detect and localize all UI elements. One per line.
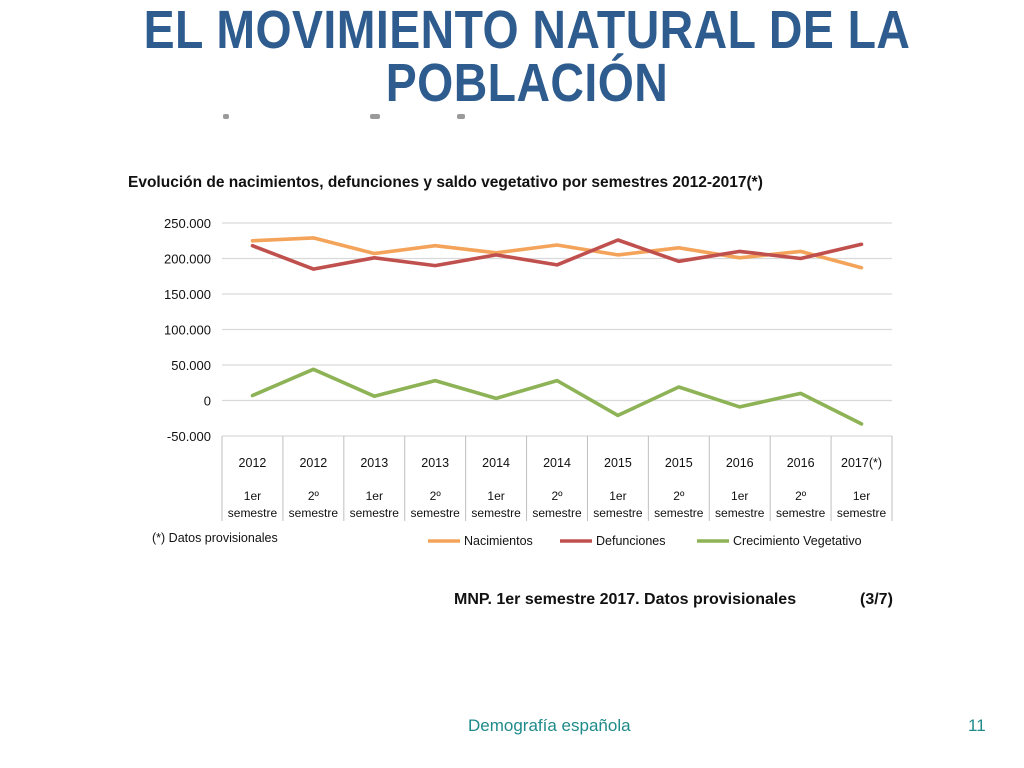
legend-label: Defunciones	[596, 534, 666, 548]
y-tick-label: 100.000	[164, 323, 211, 338]
category-semester-number: 2º	[308, 489, 320, 503]
category-label: 2016 2º semestre	[776, 456, 826, 520]
x-axis-categories: 2012 1er semestre 2012 2º semestre 2013 1er seme…	[221, 436, 893, 521]
category-semester-word: semestre	[837, 506, 887, 520]
category-year: 2015	[604, 456, 632, 470]
category-year: 2017(*)	[841, 456, 882, 470]
category-semester-number: 1er	[853, 489, 870, 503]
category-label: 2015 2º semestre	[654, 456, 704, 520]
category-label: 2017(*) 1er semestre	[837, 456, 887, 520]
y-tick-label: 150.000	[164, 287, 211, 302]
series-line-defunciones	[250, 238, 864, 271]
category-semester-number: 2º	[795, 489, 807, 503]
category-label: 2014 2º semestre	[532, 456, 582, 520]
category-year: 2013	[360, 456, 388, 470]
series-line-nacimientos	[250, 236, 864, 270]
y-axis-ticks: 250.000 200.000 150.000 100.000 50.000 0 -50.0…	[164, 216, 211, 444]
category-year: 2016	[726, 456, 754, 470]
grid-lines	[222, 222, 892, 437]
chart-source-page: (3/7)	[860, 591, 893, 608]
page-number: 11	[968, 716, 986, 735]
slide-title-line-1: EL MOVIMIENTO NATURAL DE LA	[143, 0, 911, 60]
slide-title: EL MOVIMIENTO NATURAL DE LA POBLACIÓN	[125, 0, 928, 113]
chart-title: Evolución de nacimientos, defunciones y …	[128, 174, 763, 191]
category-semester-word: semestre	[776, 506, 826, 520]
category-semester-word: semestre	[532, 506, 582, 520]
y-tick-label: 50.000	[171, 358, 211, 373]
category-semester-word: semestre	[411, 506, 461, 520]
category-label: 2012 1er semestre	[228, 456, 278, 520]
chart-source: MNP. 1er semestre 2017. Datos provisiona…	[454, 591, 796, 608]
category-semester-number: 2º	[430, 489, 442, 503]
chart-note: (*) Datos provisionales	[152, 531, 278, 545]
y-tick-label: -50.000	[167, 429, 211, 444]
category-semester-number: 1er	[244, 489, 261, 503]
category-semester-number: 1er	[609, 489, 626, 503]
chart-legend: Nacimientos Defunciones Crecimiento Vegeta…	[428, 534, 862, 548]
category-label: 2015 1er semestre	[593, 456, 643, 520]
footer-title: Demografía española	[468, 716, 631, 735]
category-year: 2013	[421, 456, 449, 470]
category-semester-number: 2º	[673, 489, 685, 503]
slide-title-line-2: POBLACIÓN	[385, 53, 669, 113]
category-semester-word: semestre	[593, 506, 643, 520]
category-semester-word: semestre	[289, 506, 339, 520]
legend-entry: Crecimiento Vegetativo	[697, 534, 862, 548]
category-semester-word: semestre	[715, 506, 765, 520]
category-semester-number: 1er	[731, 489, 748, 503]
category-semester-word: semestre	[654, 506, 704, 520]
category-semester-word: semestre	[350, 506, 400, 520]
legend-label: Nacimientos	[464, 534, 533, 548]
category-label: 2016 1er semestre	[715, 456, 765, 520]
category-year: 2012	[239, 456, 267, 470]
cropped-text-remnant	[205, 112, 485, 120]
category-semester-number: 1er	[487, 489, 504, 503]
category-semester-word: semestre	[471, 506, 521, 520]
y-tick-label: 0	[204, 394, 211, 409]
category-semester-number: 1er	[366, 489, 383, 503]
category-year: 2016	[787, 456, 815, 470]
category-label: 2014 1er semestre	[471, 456, 521, 520]
category-year: 2015	[665, 456, 693, 470]
category-label: 2013 1er semestre	[350, 456, 400, 520]
series-line-crecimiento-vegetativo	[250, 367, 864, 426]
category-label: 2012 2º semestre	[289, 456, 339, 520]
category-semester-word: semestre	[228, 506, 278, 520]
category-year: 2014	[543, 456, 571, 470]
category-year: 2012	[299, 456, 327, 470]
series-lines	[250, 236, 864, 426]
legend-entry: Nacimientos	[428, 534, 533, 548]
y-tick-label: 250.000	[164, 216, 211, 231]
legend-entry: Defunciones	[560, 534, 666, 548]
category-year: 2014	[482, 456, 510, 470]
category-label: 2013 2º semestre	[411, 456, 461, 520]
legend-label: Crecimiento Vegetativo	[733, 534, 862, 548]
y-tick-label: 200.000	[164, 252, 211, 267]
category-semester-number: 2º	[551, 489, 563, 503]
